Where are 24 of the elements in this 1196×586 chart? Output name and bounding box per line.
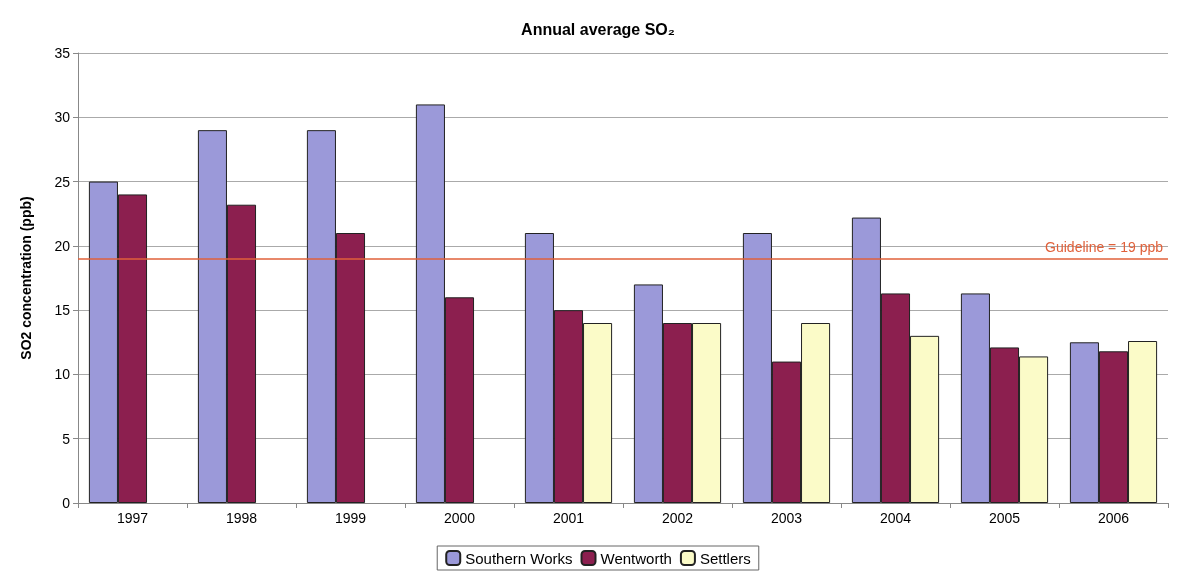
- y-tick-label: 35: [54, 45, 71, 61]
- y-tick-label: 5: [62, 430, 71, 447]
- x-tick-label: 1997: [116, 510, 149, 526]
- y-axis-title: SO2 concentration (ppb): [18, 196, 34, 360]
- y-tick-label: 0: [62, 495, 71, 511]
- legend-label: Southern Works: [465, 549, 573, 567]
- x-tick-label: 2005: [988, 510, 1021, 526]
- chart-title: Annual average SO₂: [521, 20, 675, 38]
- ref-line-label: Guideline = 19 ppb: [1045, 238, 1164, 255]
- x-tick-label: 2000: [443, 510, 476, 526]
- x-tick-label: 2001: [552, 510, 585, 526]
- x-tick-label: 1998: [225, 510, 258, 526]
- y-tick-label: 10: [54, 366, 71, 383]
- legend-label: Settlers: [699, 549, 751, 567]
- x-tick-label: 2002: [661, 510, 694, 526]
- legend-label: Wentworth: [600, 549, 672, 567]
- x-tick-label: 2003: [770, 510, 803, 526]
- y-tick-label: 20: [54, 237, 71, 254]
- x-tick-label: 2004: [879, 510, 912, 526]
- x-tick-label: 1999: [334, 510, 367, 526]
- x-tick-label: 2006: [1097, 510, 1130, 526]
- y-tick-label: 25: [54, 173, 71, 190]
- y-tick-label: 30: [54, 109, 71, 126]
- y-tick-label: 15: [54, 302, 71, 319]
